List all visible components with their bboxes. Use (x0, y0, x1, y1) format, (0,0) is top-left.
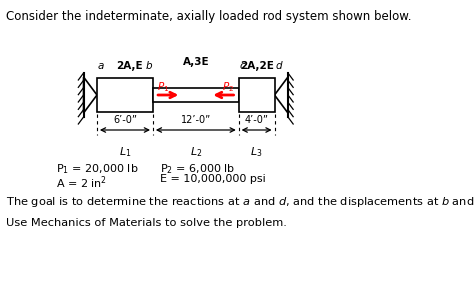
Text: c: c (239, 61, 245, 71)
Text: L$_1$: L$_1$ (118, 145, 131, 159)
Text: a: a (98, 61, 104, 71)
Text: The goal is to determine the reactions at $a$ and $d$, and the displacements at : The goal is to determine the reactions a… (6, 195, 474, 209)
Text: 4’-0”: 4’-0” (245, 115, 269, 125)
Text: L$_3$: L$_3$ (250, 145, 263, 159)
Text: E = 10,000,000 psi: E = 10,000,000 psi (160, 174, 266, 184)
Text: $P_2$: $P_2$ (222, 80, 234, 94)
Text: A = 2 in$^2$: A = 2 in$^2$ (56, 174, 107, 190)
Polygon shape (274, 77, 288, 113)
Text: P$_2$ = 6,000 lb: P$_2$ = 6,000 lb (160, 162, 236, 176)
Text: 2A,2E: 2A,2E (240, 61, 273, 71)
Bar (239, 78, 274, 112)
Text: 12’-0”: 12’-0” (181, 115, 211, 125)
Text: 6’-0”: 6’-0” (113, 115, 137, 125)
Text: $P_1$: $P_1$ (157, 80, 170, 94)
Text: Use Mechanics of Materials to solve the problem.: Use Mechanics of Materials to solve the … (6, 218, 287, 228)
Text: L$_2$: L$_2$ (190, 145, 202, 159)
Text: P$_1$ = 20,000 lb: P$_1$ = 20,000 lb (56, 162, 138, 176)
Text: b: b (146, 61, 152, 71)
Text: d: d (275, 61, 282, 71)
Text: A,3E: A,3E (182, 57, 209, 67)
Bar (153, 88, 239, 102)
Text: Consider the indeterminate, axially loaded rod system shown below.: Consider the indeterminate, axially load… (6, 10, 411, 23)
Text: 2A,E: 2A,E (116, 61, 143, 71)
Polygon shape (83, 77, 97, 113)
Bar (97, 78, 153, 112)
